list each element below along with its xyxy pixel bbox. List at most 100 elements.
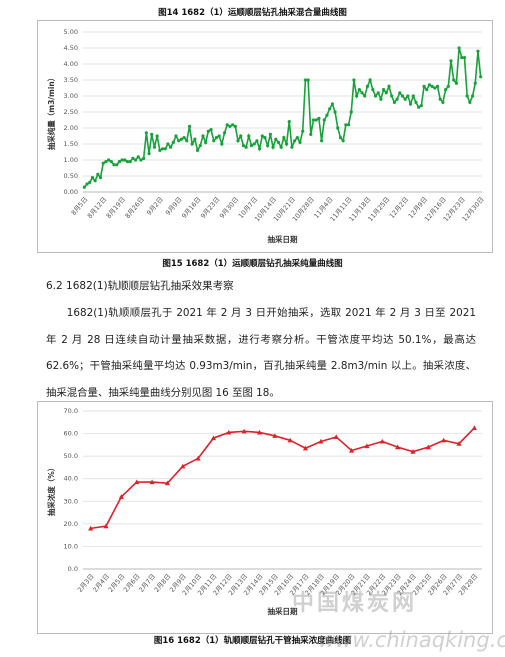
data-point [330, 102, 334, 106]
data-point [295, 136, 299, 140]
data-point [384, 91, 388, 95]
data-point [180, 463, 186, 469]
y-axis-title: 抽采纯量（m3/min） [46, 74, 56, 151]
data-point [376, 91, 380, 95]
data-point [427, 83, 432, 87]
data-point [465, 94, 469, 98]
data-point [233, 124, 237, 128]
y-tick-label: 0.50 [64, 172, 78, 180]
data-point [134, 479, 140, 485]
data-point [152, 145, 157, 149]
data-point [319, 139, 324, 143]
y-tick-label: 3.50 [64, 76, 78, 84]
data-point [131, 156, 135, 160]
data-point [222, 131, 227, 135]
data-point [182, 136, 186, 140]
data-point [123, 158, 127, 162]
data-point [470, 94, 475, 98]
x-axis-title: 抽采日期 [268, 606, 298, 616]
y-tick-label: 10.0 [64, 542, 78, 550]
data-point [125, 160, 130, 164]
data-point [364, 443, 370, 449]
data-point [147, 152, 151, 156]
data-point [325, 113, 329, 117]
data-point [333, 110, 337, 114]
data-point [244, 145, 248, 149]
data-point [282, 136, 286, 140]
data-point [195, 455, 201, 461]
data-point [457, 46, 461, 50]
y-axis-title: 抽采浓度（%） [46, 464, 56, 517]
data-point [93, 179, 97, 183]
data-point [139, 158, 143, 162]
data-point [449, 59, 453, 63]
data-point [169, 145, 173, 149]
data-point [149, 479, 155, 485]
y-tick-label: 4.50 [64, 44, 78, 52]
data-point [363, 94, 367, 98]
chart-frame [37, 401, 493, 634]
data-point [212, 139, 216, 143]
data-point [118, 494, 124, 499]
data-point [293, 139, 297, 143]
data-point [379, 97, 383, 101]
caption: 图15 1682（1）运顺顺层钻孔抽采纯量曲线图 [162, 259, 343, 269]
data-point [201, 134, 205, 138]
data-point [471, 425, 477, 431]
data-point [287, 437, 293, 443]
data-point [90, 176, 95, 180]
data-point [117, 160, 121, 164]
chart: 0.010.020.030.040.050.060.070.02月3日2月4日2… [37, 401, 493, 634]
y-tick-label: 5.00 [64, 28, 78, 36]
data-point [252, 142, 256, 146]
data-point [333, 434, 339, 440]
data-point [274, 137, 278, 141]
y-tick-label: 2.00 [64, 124, 78, 132]
data-point [419, 104, 423, 108]
data-point [425, 88, 429, 92]
data-line [90, 427, 475, 530]
data-point [272, 433, 278, 438]
data-point [276, 140, 281, 144]
data-point [204, 140, 208, 144]
data-point [171, 140, 175, 144]
data-point [179, 137, 184, 141]
data-point [198, 144, 202, 148]
y-tick-label: 30.0 [64, 497, 78, 505]
watermark: www.chinaqking.com [318, 628, 505, 652]
data-point [317, 116, 321, 120]
data-point [88, 180, 92, 184]
data-point [85, 182, 89, 186]
data-point [348, 447, 355, 453]
data-point [303, 78, 308, 82]
data-point [444, 88, 448, 92]
data-point [476, 49, 480, 53]
data-point [115, 163, 119, 167]
data-point [150, 132, 154, 136]
data-point [301, 129, 305, 133]
data-point [256, 429, 263, 435]
data-point [381, 88, 386, 92]
data-point [395, 97, 399, 101]
data-point [164, 480, 171, 486]
data-point [411, 94, 415, 98]
data-point [410, 449, 416, 454]
data-point [408, 102, 413, 106]
section-heading: 6.2 1682(1)轨顺顺层钻孔抽采效果考察 [46, 280, 234, 292]
data-point [144, 131, 148, 135]
data-point [236, 139, 240, 143]
data-point [104, 160, 108, 164]
data-point [414, 100, 418, 104]
data-point [373, 94, 378, 98]
data-point [417, 105, 421, 109]
data-point [133, 158, 138, 162]
data-point [271, 145, 275, 149]
data-point [98, 176, 103, 180]
y-tick-label: 70.0 [64, 407, 78, 415]
data-point [177, 139, 181, 143]
data-point [302, 445, 309, 451]
data-point [112, 163, 116, 167]
data-point [456, 441, 462, 446]
data-point [257, 147, 262, 151]
data-point [163, 147, 167, 151]
